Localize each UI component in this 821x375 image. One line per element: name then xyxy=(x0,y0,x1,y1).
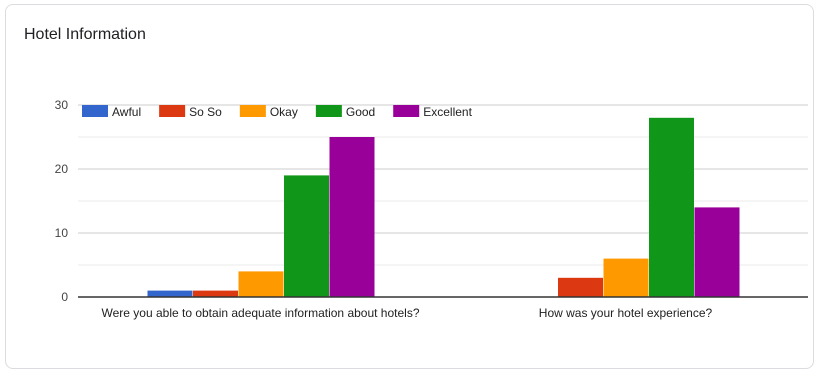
y-tick-label: 30 xyxy=(55,98,69,112)
legend-swatch xyxy=(239,105,266,117)
legend-label: Awful xyxy=(112,105,141,119)
legend-label: Okay xyxy=(270,105,298,119)
x-category-label: Were you able to obtain adequate informa… xyxy=(102,306,420,320)
bar-okay xyxy=(238,271,284,297)
chart-title: Hotel Information xyxy=(24,26,146,43)
legend-swatch xyxy=(159,105,186,117)
y-tick-label: 10 xyxy=(55,226,69,240)
x-axis-categories: Were you able to obtain adequate informa… xyxy=(102,306,713,320)
bar-so-so xyxy=(558,277,603,297)
legend-swatch xyxy=(393,105,420,117)
bar-okay xyxy=(603,258,649,297)
legend: Awful So So Okay Good Excellent xyxy=(82,105,473,119)
legend-label: Excellent xyxy=(423,105,472,119)
bar-good xyxy=(649,117,694,297)
legend-item: Excellent xyxy=(393,105,473,119)
bar-awful xyxy=(147,290,193,297)
legend-swatch xyxy=(82,105,108,117)
legend-item: Awful xyxy=(82,105,141,119)
y-tick-label: 0 xyxy=(61,290,68,304)
y-axis-ticks: 0 10 20 30 xyxy=(55,98,69,304)
x-category-label: How was your hotel experience? xyxy=(539,306,713,320)
legend-item: Okay xyxy=(239,105,298,119)
legend-item: So So xyxy=(159,105,222,119)
y-tick-label: 20 xyxy=(55,162,69,176)
bar-excellent xyxy=(694,207,740,297)
bars xyxy=(147,117,740,297)
bar-so-so xyxy=(193,290,238,297)
legend-item: Good xyxy=(315,105,375,119)
legend-swatch xyxy=(315,105,342,117)
bar-excellent xyxy=(329,137,375,297)
legend-label: So So xyxy=(189,105,222,119)
legend-label: Good xyxy=(346,105,375,119)
bar-good xyxy=(284,175,329,297)
